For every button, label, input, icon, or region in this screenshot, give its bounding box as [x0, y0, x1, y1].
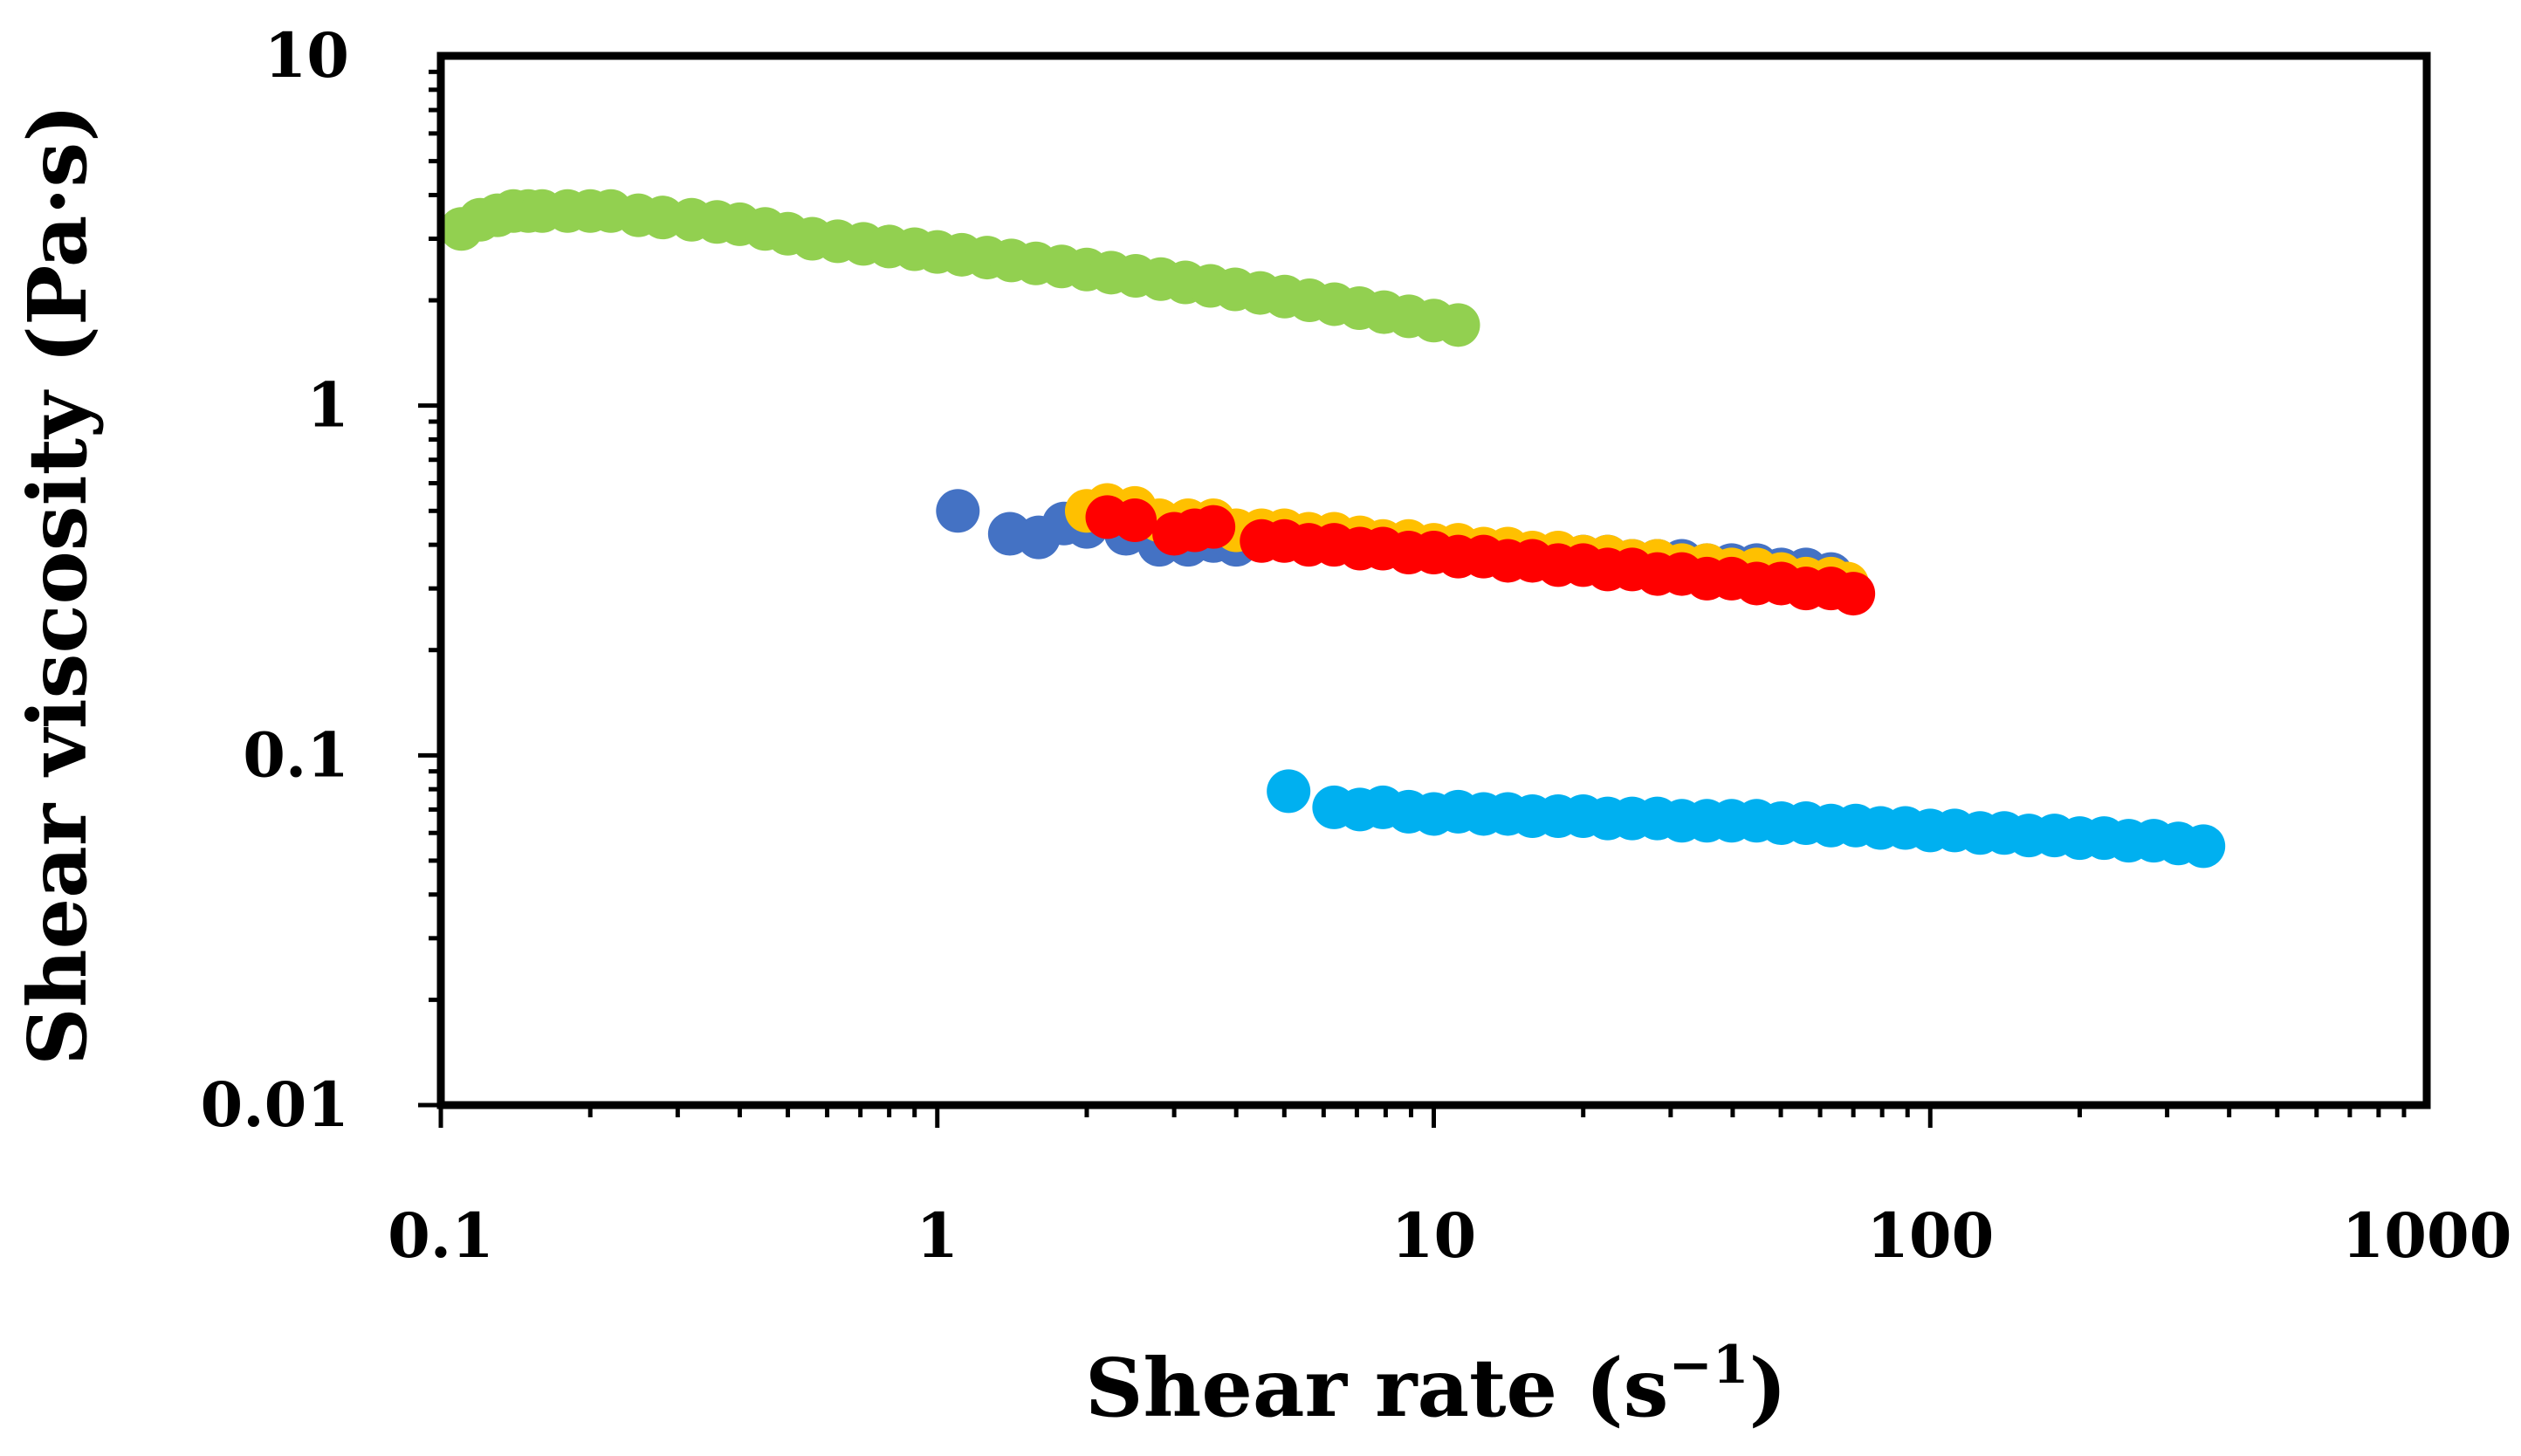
y-tick-label: 1	[306, 369, 349, 442]
data-point	[1831, 572, 1876, 616]
y-tick-label: 0.1	[243, 718, 349, 791]
x-tick-label: 1000	[2342, 1199, 2512, 1272]
axis-ticks	[418, 69, 2407, 1128]
y-tick-label: 0.01	[201, 1068, 350, 1141]
x-tick-label: 100	[1866, 1199, 1994, 1272]
x-axis-title: Shear rate (s−1)	[1085, 1335, 1787, 1435]
x-tick-label: 10	[1391, 1199, 1476, 1272]
data-point	[1436, 303, 1480, 347]
y-axis-title: Shear viscosity (Pa·s)	[10, 104, 105, 1065]
data-markers	[439, 189, 2226, 869]
data-point	[936, 489, 980, 533]
series-green	[439, 189, 1480, 347]
y-tick-label: 10	[264, 19, 349, 92]
data-point	[2181, 824, 2226, 869]
data-point	[1192, 505, 1236, 549]
x-axis-title-superscript: −1	[1668, 1335, 1748, 1396]
series-red	[1085, 495, 1876, 616]
x-tick-label: 0.1	[388, 1199, 494, 1272]
axis-tick-labels: 0.1 1 10 100 1000 0.01 0.1 1 10	[201, 19, 2512, 1272]
series-light-blue	[1267, 769, 2226, 869]
x-tick-label: 1	[916, 1199, 958, 1272]
data-point	[1267, 769, 1311, 814]
data-point	[1113, 498, 1157, 543]
